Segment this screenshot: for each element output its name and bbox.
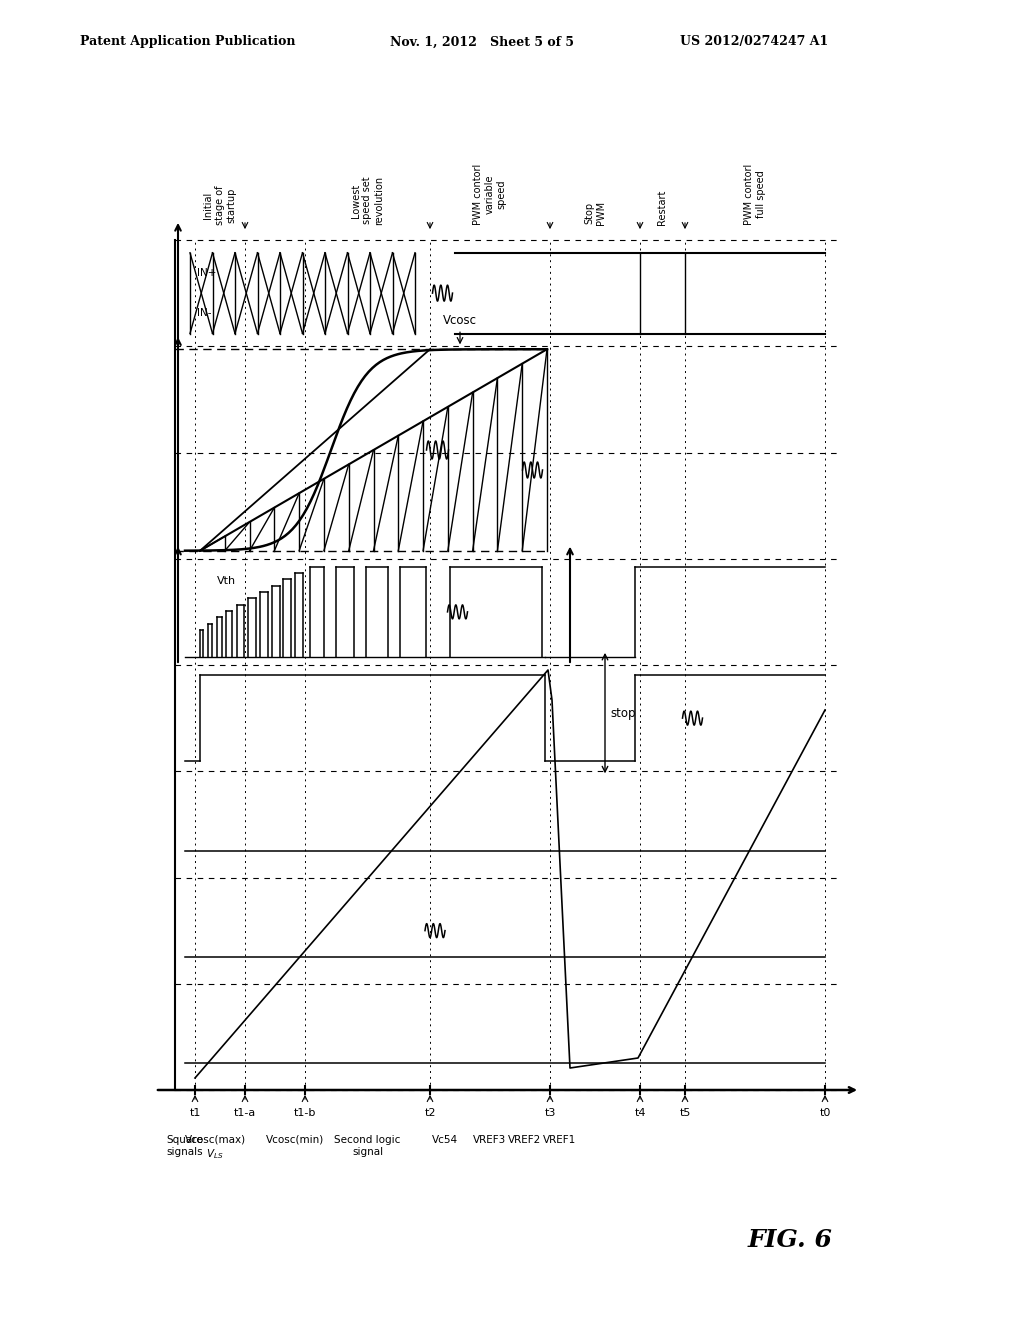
Text: PWM contorl
variable
speed: PWM contorl variable speed	[473, 164, 507, 224]
Text: Vcosc(min): Vcosc(min)	[266, 1135, 325, 1144]
Text: VREF1: VREF1	[544, 1135, 577, 1144]
Text: Vth: Vth	[217, 576, 237, 586]
Text: t1-a: t1-a	[233, 1107, 256, 1118]
Text: Initial
stage of
startup: Initial stage of startup	[204, 186, 237, 224]
Text: Vcosc(max)
$V_{LS}$: Vcosc(max) $V_{LS}$	[184, 1135, 246, 1160]
Text: Patent Application Publication: Patent Application Publication	[80, 36, 296, 49]
Text: t2: t2	[424, 1107, 436, 1118]
Text: t3: t3	[545, 1107, 556, 1118]
Text: Lowest
speed set
revolution: Lowest speed set revolution	[351, 176, 384, 224]
Text: VREF3: VREF3	[473, 1135, 507, 1144]
Text: t1-b: t1-b	[294, 1107, 316, 1118]
Text: t0: t0	[819, 1107, 830, 1118]
Text: Square
signals: Square signals	[167, 1135, 204, 1156]
Text: Stop
PWM: Stop PWM	[585, 201, 606, 224]
Text: PWM contorl
full speed: PWM contorl full speed	[744, 164, 766, 224]
Text: FIG. 6: FIG. 6	[748, 1228, 833, 1251]
Text: IN+: IN+	[197, 268, 216, 279]
Text: t5: t5	[679, 1107, 690, 1118]
Text: Second logic
signal: Second logic signal	[334, 1135, 400, 1156]
Text: Restart: Restart	[657, 190, 668, 224]
Text: t1: t1	[189, 1107, 201, 1118]
Text: VREF2: VREF2	[508, 1135, 542, 1144]
Text: Vc54: Vc54	[432, 1135, 458, 1144]
Text: IN-: IN-	[197, 309, 212, 318]
Text: Nov. 1, 2012   Sheet 5 of 5: Nov. 1, 2012 Sheet 5 of 5	[390, 36, 574, 49]
Text: Vcosc: Vcosc	[443, 314, 477, 327]
Text: t4: t4	[634, 1107, 646, 1118]
Text: US 2012/0274247 A1: US 2012/0274247 A1	[680, 36, 828, 49]
Text: stop: stop	[610, 706, 636, 719]
